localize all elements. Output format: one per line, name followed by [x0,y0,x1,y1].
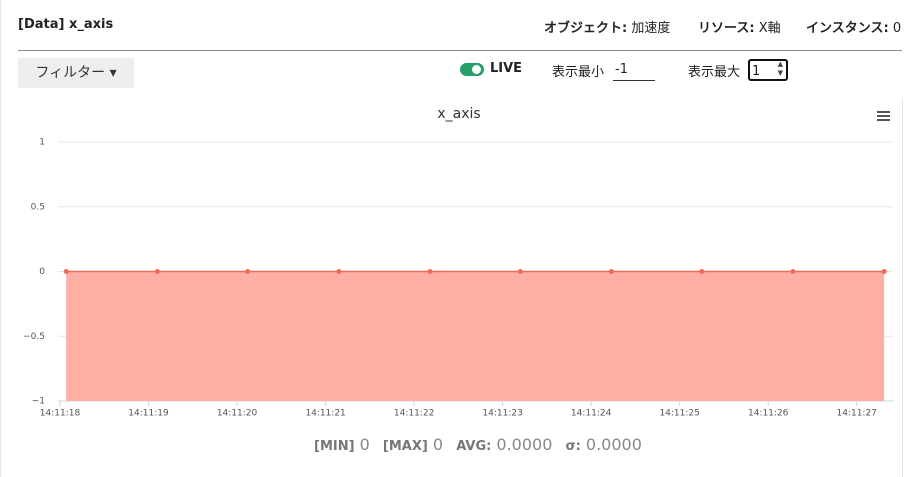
chart-title: x_axis [437,106,480,122]
max-value: 0 [432,435,444,454]
filter-text: フィルター [35,65,106,81]
live-label: LIVE [490,61,523,76]
x-tick-label: 14:11:27 [836,409,876,419]
y-tick-label: −1 [32,397,45,407]
avg-value: 0.0000 [496,435,553,454]
value: 加速度 [631,21,671,36]
x-tick-label: 14:11:26 [748,409,789,419]
max-input[interactable]: 1 ▲ ▼ [748,59,788,81]
data-point [154,269,160,274]
value: X軸 [758,21,781,36]
data-point [517,269,523,274]
page-title: [Data] x_axis [18,17,114,32]
max-label: [MAX] [382,439,428,454]
min-value: 0 [359,435,370,454]
x-tick-label: 14:11:22 [394,409,434,419]
x-tick-label: 14:11:20 [217,409,258,419]
y-tick-label: 1 [39,138,45,148]
divider [18,50,902,51]
data-point [427,269,433,274]
y-tick-label: −0.5 [23,332,45,342]
x-tick-label: 14:11:25 [659,409,699,419]
min-label: [MIN] [314,439,355,454]
sigma-label: σ: [565,439,581,454]
y-tick-label: 0 [39,267,45,277]
data-point [699,269,705,274]
min-input[interactable]: -1 [613,60,655,81]
sigma-value: 0.0000 [585,435,642,454]
x-tick-label: 14:11:18 [40,409,81,419]
right-border [902,98,903,477]
label: インスタンス: [806,21,889,36]
chart: x_axis −1 −0.5 0 0.5 1 14:11:18 14:11:19 14:11:… [23,106,893,419]
filter-button[interactable]: フィルター ▾ [18,58,134,88]
area-fill [66,271,885,401]
max-label: 表示最大 [688,65,741,80]
data-point [881,269,887,274]
data-point [336,269,342,274]
data-point [245,269,251,274]
left-border [0,0,1,477]
instance-info: インスタンス: 0 [806,17,901,36]
data-point [790,269,796,274]
menu-icon[interactable] [877,111,890,121]
x-tick-label: 14:11:21 [305,409,345,419]
x-tick-label: 14:11:19 [128,409,169,419]
stats: [MIN] 0 [MAX] 0 AVG: 0.0000 σ: 0.0000 [314,435,650,454]
data-point [63,269,69,274]
y-tick-label: 0.5 [31,202,45,212]
max-value: 1 [752,64,761,79]
label: オブジェクト: [544,21,628,36]
x-tick-label: 14:11:24 [571,409,612,419]
min-label: 表示最小 [552,65,605,80]
label: リソース: [698,21,755,36]
x-tick-label: 14:11:23 [482,409,522,419]
data-point [608,269,614,274]
resource-info: リソース: X軸 [698,17,781,36]
object-info: オブジェクト: 加速度 [544,17,670,36]
live-toggle[interactable] [460,63,484,76]
value: 0 [892,21,902,36]
toggle-knob [472,65,481,74]
avg-label: AVG: [456,439,492,454]
